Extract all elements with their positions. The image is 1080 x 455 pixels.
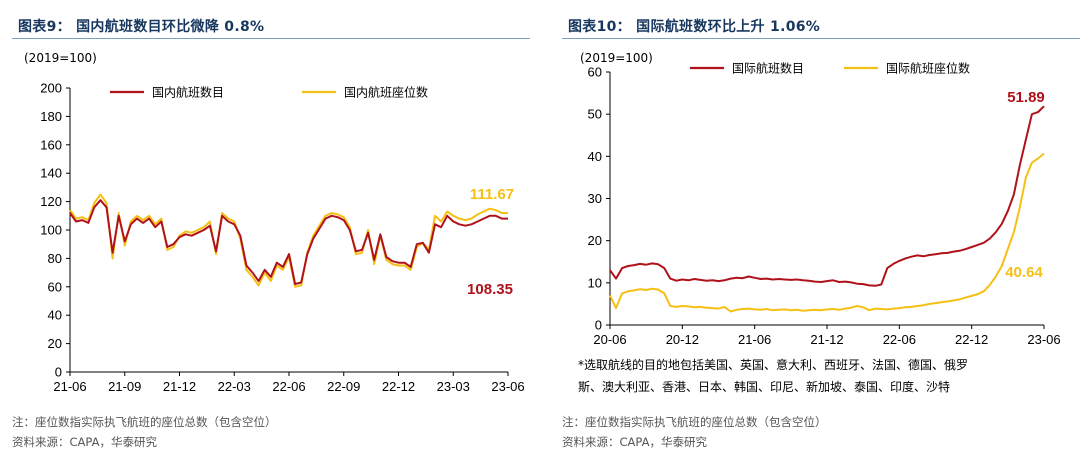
left-source: 资料来源：CAPA，华泰研究 bbox=[12, 435, 157, 449]
y-tick-label: 140 bbox=[40, 166, 62, 181]
y-tick-label: 160 bbox=[40, 137, 62, 152]
y-tick-label: 10 bbox=[588, 275, 602, 290]
right-panel: 图表10： 国际航班数环比上升 1.06% (2019=100) 0 10 20 30 4… bbox=[550, 0, 1080, 455]
x-tick-label: 22-12 bbox=[955, 332, 988, 347]
right-note: 注：座位数指实际执飞航班的座位总数（包含空位） bbox=[562, 415, 827, 429]
y-tick-label: 60 bbox=[588, 65, 602, 80]
x-tick-label: 21-06 bbox=[738, 332, 771, 347]
left-note: 注：座位数指实际执飞航班的座位总数（包含空位） bbox=[12, 415, 277, 429]
y-tick-label: 40 bbox=[48, 308, 62, 323]
x-tick-label: 21-12 bbox=[810, 332, 843, 347]
y-tick-label: 30 bbox=[588, 191, 602, 206]
value-annotation: 40.64 bbox=[1005, 264, 1043, 281]
x-tick-label: 21-12 bbox=[163, 379, 196, 394]
series-line-seats bbox=[69, 193, 508, 288]
legend-label: 国内航班数目 bbox=[152, 85, 224, 100]
left-line-chart: (2019=100) 0 20 40 60 80 100 120 140 160 180 200 21-… bbox=[24, 51, 525, 394]
y-tick-label: 60 bbox=[48, 279, 62, 294]
y-tick-label: 180 bbox=[40, 109, 62, 124]
right-panel-title: 图表10： 国际航班数环比上升 1.06% bbox=[568, 19, 821, 35]
y-tick-label: 0 bbox=[55, 365, 62, 380]
x-tick-label: 22-06 bbox=[272, 379, 305, 394]
unit-label: (2019=100) bbox=[580, 51, 653, 65]
x-tick-label: 20-06 bbox=[593, 332, 626, 347]
right-line-chart: (2019=100) 0 10 20 30 40 50 60 20-06 20-12 21-06 21… bbox=[578, 51, 1061, 394]
y-tick-label: 20 bbox=[588, 233, 602, 248]
x-tick-label: 22-06 bbox=[883, 332, 916, 347]
right-source: 资料来源：CAPA，华泰研究 bbox=[562, 435, 707, 449]
right-title-rule bbox=[562, 38, 1080, 39]
x-tick-label: 23-06 bbox=[491, 379, 524, 394]
legend-label: 国际航班数目 bbox=[732, 61, 804, 76]
value-annotation: 51.89 bbox=[1007, 89, 1045, 106]
x-tick-label: 22-09 bbox=[327, 379, 360, 394]
unit-label: (2019=100) bbox=[24, 51, 97, 65]
x-tick-label: 21-06 bbox=[53, 379, 86, 394]
left-panel: 图表9： 国内航班数目环比微降 0.8% (2019=100) 0 20 40 60 80… bbox=[0, 0, 530, 455]
series-line-flights bbox=[69, 199, 508, 285]
footnote-line-2: 斯、澳大利亚、香港、日本、韩国、印尼、新加坡、泰国、印度、沙特 bbox=[578, 379, 950, 394]
legend-label: 国际航班座位数 bbox=[886, 61, 970, 76]
series-line-flights bbox=[609, 105, 1045, 287]
y-tick-label: 20 bbox=[48, 336, 62, 351]
left-title-rule bbox=[12, 38, 530, 39]
y-tick-label: 80 bbox=[48, 251, 62, 266]
x-tick-label: 22-12 bbox=[382, 379, 415, 394]
x-tick-label: 23-06 bbox=[1027, 332, 1060, 347]
value-annotation: 108.35 bbox=[467, 281, 513, 298]
x-tick-label: 23-03 bbox=[437, 379, 470, 394]
y-tick-label: 100 bbox=[40, 223, 62, 238]
series-line-seats bbox=[609, 152, 1045, 313]
x-tick-label: 20-12 bbox=[666, 332, 699, 347]
left-panel-title: 图表9： 国内航班数目环比微降 0.8% bbox=[18, 19, 265, 35]
footnote-line-1: *选取航线的目的地包括美国、英国、意大利、西班牙、法国、德国、俄罗 bbox=[578, 357, 968, 372]
y-tick-label: 50 bbox=[588, 107, 602, 122]
x-tick-label: 22-03 bbox=[218, 379, 251, 394]
legend-label: 国内航班座位数 bbox=[344, 85, 428, 100]
y-tick-label: 200 bbox=[40, 81, 62, 96]
y-tick-label: 0 bbox=[595, 318, 602, 333]
y-tick-label: 40 bbox=[588, 149, 602, 164]
value-annotation: 111.67 bbox=[470, 186, 514, 203]
x-tick-label: 21-09 bbox=[108, 379, 141, 394]
y-tick-label: 120 bbox=[40, 194, 62, 209]
